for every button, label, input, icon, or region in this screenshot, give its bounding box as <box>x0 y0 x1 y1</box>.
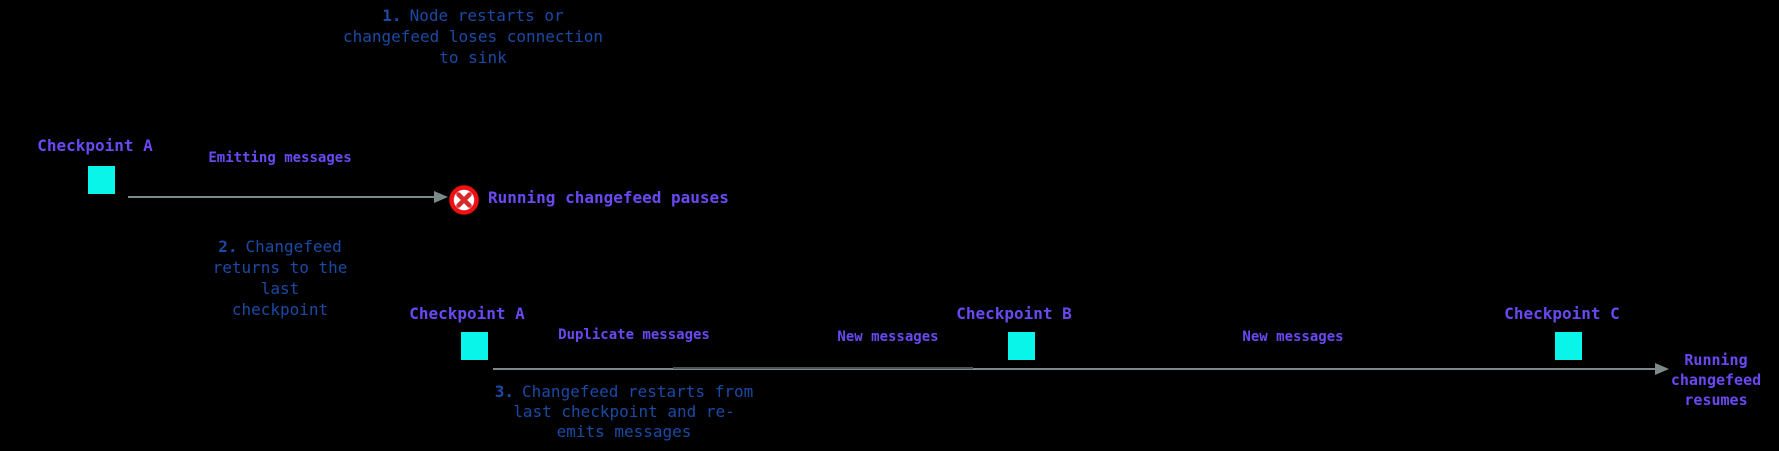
step-3-line-1: 3. Changefeed restarts from <box>494 382 754 401</box>
checkpoint-b-marker <box>1008 332 1035 360</box>
checkpoint-a-marker-1 <box>88 166 115 194</box>
step-2-line-2: returns to the <box>212 258 348 277</box>
timeline-1-arrow <box>128 191 448 203</box>
step-1-annotation: 1. Node restarts or changefeed loses conn… <box>323 5 623 68</box>
resume-line-1: Running <box>1684 351 1748 369</box>
step-3-annotation: 3. Changefeed restarts from last checkpoi… <box>474 382 774 442</box>
new-messages-label-1: New messages <box>837 329 939 345</box>
step-1-line-2: changefeed loses connection <box>342 27 604 46</box>
resume-line-3: resumes <box>1684 391 1748 409</box>
step-2-line-1: 2. Changefeed <box>218 237 342 256</box>
pause-label: Running changefeed pauses <box>488 188 729 207</box>
timeline-2-arrow <box>493 363 1669 375</box>
step-2-annotation: 2. Changefeed returns to the last checkpo… <box>155 236 405 320</box>
checkpoint-a-label-1: Checkpoint A <box>37 136 153 155</box>
step-2-line-4: checkpoint <box>231 300 329 319</box>
duplicate-messages-label: Duplicate messages <box>558 327 710 343</box>
error-icon <box>449 185 479 215</box>
checkpoint-c-label: Checkpoint C <box>1504 304 1620 323</box>
arrow-right-icon <box>1655 363 1669 375</box>
checkpoint-a-label-2: Checkpoint A <box>409 304 525 323</box>
checkpoint-b-label: Checkpoint B <box>956 304 1072 323</box>
checkpoint-a-marker-2 <box>461 332 488 360</box>
step-2-number: 2. <box>218 237 238 256</box>
arrow-right-icon <box>434 191 448 203</box>
emitting-messages-label: Emitting messages <box>208 150 352 166</box>
step-3-line-2: last checkpoint and re- <box>513 402 735 421</box>
step-1-number: 1. <box>382 6 402 25</box>
step-2-line-3: last <box>260 279 300 298</box>
step-1-line-3: to sink <box>439 48 507 67</box>
step-1-line-1: 1. Node restarts or <box>382 6 564 25</box>
checkpoint-c-marker <box>1555 332 1582 360</box>
resume-label: Running changefeed resumes <box>1646 350 1779 410</box>
step-3-line-3: emits messages <box>556 422 692 441</box>
step-3-number: 3. <box>494 382 515 401</box>
resume-line-2: changefeed <box>1670 371 1762 389</box>
new-messages-label-2: New messages <box>1242 329 1344 345</box>
